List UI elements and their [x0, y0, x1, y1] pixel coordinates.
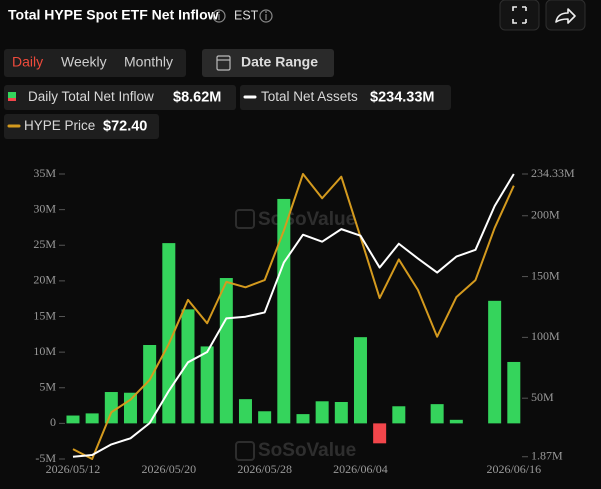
- y2-tick-label: 50M: [531, 390, 554, 404]
- bar: [104, 392, 118, 424]
- x-tick-label: 2026/05/28: [237, 462, 292, 476]
- date-range-button[interactable]: Date Range: [202, 49, 334, 77]
- line: [72, 173, 515, 460]
- bar: [200, 346, 214, 424]
- watermark-text: SoSoValue: [258, 209, 356, 230]
- y2-tick-label: 200M: [531, 208, 560, 222]
- x-tick-label: 2026/05/20: [141, 462, 196, 476]
- bar: [507, 361, 521, 424]
- bar: [258, 411, 272, 424]
- legend-label: Total Net Assets: [261, 89, 358, 104]
- bar: [277, 198, 291, 424]
- watermark-text: SoSoValue: [258, 440, 356, 461]
- bar: [430, 404, 444, 424]
- legend-value: $8.62M: [173, 89, 221, 105]
- y2-tick-label: 150M: [531, 268, 560, 282]
- legend-item[interactable]: Total Net Assets $234.33M: [240, 85, 451, 110]
- legend-label: HYPE Price: [24, 118, 95, 133]
- line: [72, 173, 515, 458]
- legend-item[interactable]: HYPE Price $72.40: [4, 114, 159, 139]
- bar: [66, 415, 80, 424]
- bar: [238, 399, 252, 424]
- bar: [219, 278, 233, 424]
- bar: [143, 345, 157, 424]
- y2-tick-label: 100M: [531, 329, 560, 343]
- title: Total HYPE Spot ETF Net Inflow: [8, 7, 219, 23]
- info-icon[interactable]: [212, 9, 226, 23]
- watermark: SoSoValue: [235, 209, 356, 230]
- fullscreen-button[interactable]: [499, 0, 540, 31]
- bar: [181, 309, 195, 424]
- legend-label: Daily Total Net Inflow: [28, 89, 154, 104]
- period-tab[interactable]: Daily: [12, 54, 43, 70]
- x-tick-label: 2026/06/04: [333, 462, 388, 476]
- bar: [449, 419, 463, 424]
- bar: [123, 392, 137, 424]
- y-tick-label: 35M: [33, 166, 56, 180]
- x-tick-label: 2026/05/12: [46, 462, 101, 476]
- legend-value: $234.33M: [370, 89, 435, 105]
- period-tab[interactable]: Weekly: [61, 54, 107, 70]
- date-range-label: Date Range: [241, 54, 318, 70]
- bar: [334, 402, 348, 424]
- y-tick-label: 15M: [33, 308, 56, 322]
- y-tick-label: -5M: [35, 451, 56, 465]
- bar: [373, 423, 387, 444]
- x-tick-label: 2026/06/16: [486, 462, 541, 476]
- bar: [392, 406, 406, 424]
- legend-swatch: [8, 98, 16, 101]
- bar: [353, 337, 367, 424]
- y2-tick-label: 234.33M: [531, 166, 575, 180]
- legend-swatch: [8, 92, 16, 98]
- y-tick-label: 5M: [39, 380, 56, 394]
- bar: [162, 243, 176, 424]
- share-button[interactable]: [545, 0, 586, 31]
- bar: [296, 414, 310, 424]
- y2-tick-label: 1.87M: [531, 448, 563, 462]
- info-icon[interactable]: [259, 9, 273, 23]
- bar: [85, 413, 99, 424]
- timezone: EST: [234, 8, 259, 22]
- y-tick-label: 10M: [33, 344, 56, 358]
- bar: [315, 401, 329, 424]
- period-group: [4, 49, 186, 77]
- legend-value: $72.40: [103, 118, 147, 134]
- y-tick-label: 0: [50, 415, 56, 429]
- y-tick-label: 20M: [33, 273, 56, 287]
- y-tick-label: 25M: [33, 237, 56, 251]
- period-tab[interactable]: Monthly: [124, 54, 173, 70]
- y-tick-label: 30M: [33, 201, 56, 215]
- legend-item[interactable]: Daily Total Net Inflow $8.62M: [4, 85, 236, 110]
- bar: [488, 300, 502, 424]
- watermark: SoSoValue: [235, 440, 356, 461]
